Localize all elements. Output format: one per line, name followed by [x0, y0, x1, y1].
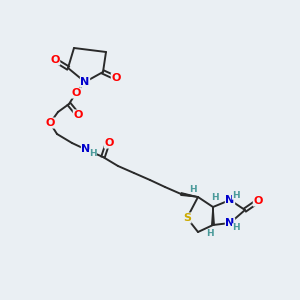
- Text: O: O: [71, 88, 81, 98]
- Text: O: O: [73, 110, 83, 120]
- Text: N: N: [80, 77, 90, 87]
- Text: H: H: [206, 230, 214, 238]
- Text: N: N: [81, 144, 91, 154]
- Text: N: N: [225, 218, 235, 228]
- Text: O: O: [45, 118, 55, 128]
- Text: O: O: [253, 196, 263, 206]
- Text: N: N: [225, 195, 235, 205]
- Text: S: S: [183, 213, 191, 223]
- Polygon shape: [181, 193, 198, 197]
- Text: H: H: [232, 224, 240, 232]
- Text: O: O: [111, 73, 121, 83]
- Text: H: H: [189, 184, 197, 194]
- Text: O: O: [104, 138, 114, 148]
- Text: H: H: [89, 149, 97, 158]
- Polygon shape: [212, 207, 214, 225]
- Text: H: H: [211, 194, 219, 202]
- Text: H: H: [232, 190, 240, 200]
- Text: O: O: [50, 55, 60, 65]
